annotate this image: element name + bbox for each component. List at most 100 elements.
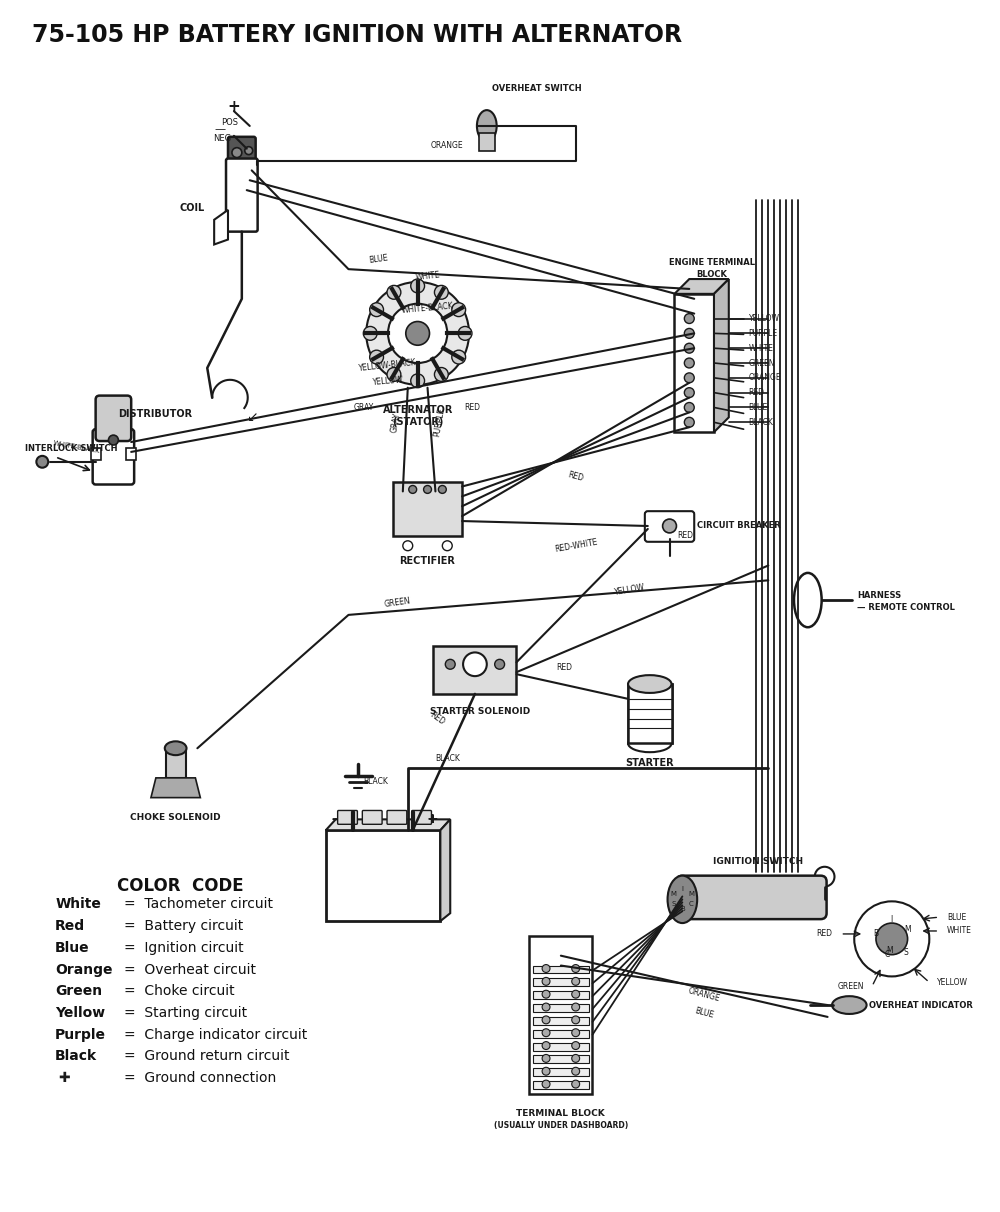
- Circle shape: [572, 965, 580, 972]
- Text: RED: RED: [567, 470, 585, 484]
- Text: Black: Black: [55, 1050, 97, 1063]
- Circle shape: [438, 486, 446, 493]
- Text: RED: RED: [428, 710, 447, 727]
- Text: GREEN: GREEN: [749, 359, 775, 367]
- Text: =  Tachometer circuit: = Tachometer circuit: [124, 897, 273, 911]
- Text: C: C: [689, 902, 693, 908]
- Circle shape: [442, 541, 452, 550]
- Circle shape: [572, 990, 580, 999]
- Text: B: B: [873, 930, 879, 938]
- Circle shape: [542, 1068, 550, 1075]
- Circle shape: [434, 285, 448, 299]
- Text: ORANGE: ORANGE: [749, 373, 781, 382]
- Text: CIRCUIT BREAKER: CIRCUIT BREAKER: [697, 521, 781, 531]
- Circle shape: [445, 659, 455, 669]
- Text: -: -: [331, 813, 336, 825]
- Text: =  Charge indicator circuit: = Charge indicator circuit: [124, 1028, 308, 1041]
- Circle shape: [542, 977, 550, 985]
- Circle shape: [572, 1029, 580, 1036]
- Circle shape: [411, 373, 425, 388]
- Text: Purple: Purple: [55, 1028, 106, 1041]
- Circle shape: [406, 321, 429, 345]
- Circle shape: [542, 965, 550, 972]
- Text: 75-105 HP BATTERY IGNITION WITH ALTERNATOR: 75-105 HP BATTERY IGNITION WITH ALTERNAT…: [32, 23, 683, 47]
- Text: IGNITION SWITCH: IGNITION SWITCH: [713, 857, 803, 867]
- Bar: [533, 1030, 589, 1037]
- Text: M: M: [671, 892, 677, 897]
- Text: I: I: [681, 886, 683, 892]
- Text: WHITE: WHITE: [415, 270, 440, 282]
- FancyBboxPatch shape: [387, 811, 407, 824]
- Bar: [533, 1056, 589, 1063]
- Bar: [529, 936, 592, 1094]
- Polygon shape: [326, 819, 450, 830]
- Circle shape: [572, 1004, 580, 1011]
- Circle shape: [542, 1004, 550, 1011]
- Circle shape: [366, 282, 469, 384]
- Text: POS: POS: [221, 119, 238, 127]
- FancyBboxPatch shape: [676, 875, 827, 919]
- Bar: [166, 748, 186, 778]
- Circle shape: [542, 1029, 550, 1036]
- Text: RED: RED: [749, 388, 765, 398]
- Text: BLUE: BLUE: [947, 913, 966, 921]
- Text: BLUE: BLUE: [694, 1006, 715, 1019]
- Text: RED: RED: [464, 402, 480, 412]
- Text: BLOCK: BLOCK: [697, 269, 727, 279]
- Ellipse shape: [794, 573, 822, 628]
- Bar: [533, 1068, 589, 1076]
- Circle shape: [572, 1041, 580, 1050]
- Text: YELLOW: YELLOW: [372, 375, 404, 387]
- Circle shape: [542, 1016, 550, 1024]
- Bar: [674, 293, 714, 433]
- Polygon shape: [674, 279, 729, 293]
- Circle shape: [684, 314, 694, 324]
- Text: =  Starting circuit: = Starting circuit: [124, 1006, 247, 1021]
- Circle shape: [434, 367, 448, 382]
- Text: White: White: [55, 897, 101, 911]
- Circle shape: [452, 350, 466, 364]
- Text: WHITE: WHITE: [749, 344, 773, 353]
- Text: GREEN: GREEN: [838, 982, 864, 990]
- Circle shape: [854, 902, 929, 977]
- Circle shape: [876, 924, 908, 955]
- Text: YELLOW: YELLOW: [749, 314, 780, 324]
- Circle shape: [815, 867, 834, 886]
- Bar: [433, 646, 516, 694]
- Text: =  Choke circuit: = Choke circuit: [124, 984, 235, 999]
- FancyBboxPatch shape: [645, 511, 694, 542]
- Circle shape: [684, 328, 694, 338]
- Circle shape: [363, 326, 377, 341]
- Text: RED: RED: [817, 930, 833, 938]
- Text: BLUE: BLUE: [368, 253, 388, 265]
- Bar: [533, 1042, 589, 1051]
- Circle shape: [245, 147, 253, 155]
- Text: RED-WHITE: RED-WHITE: [554, 538, 598, 554]
- Text: BLACK: BLACK: [363, 777, 388, 787]
- Circle shape: [388, 304, 447, 364]
- Ellipse shape: [477, 110, 497, 142]
- Ellipse shape: [832, 996, 867, 1014]
- Circle shape: [409, 486, 417, 493]
- Text: GREEN: GREEN: [384, 596, 412, 610]
- Text: M: M: [886, 947, 893, 955]
- Circle shape: [684, 402, 694, 412]
- Text: S: S: [903, 948, 908, 957]
- Ellipse shape: [668, 875, 697, 924]
- Text: INTERLOCK SWITCH: INTERLOCK SWITCH: [25, 445, 118, 453]
- Circle shape: [684, 343, 694, 353]
- Ellipse shape: [628, 675, 672, 693]
- Circle shape: [684, 373, 694, 383]
- FancyBboxPatch shape: [228, 137, 256, 162]
- Text: ALTERNATOR: ALTERNATOR: [382, 406, 453, 416]
- Circle shape: [663, 519, 676, 533]
- Text: M: M: [904, 925, 911, 933]
- Text: WHITE-BLACK: WHITE-BLACK: [401, 302, 454, 315]
- Polygon shape: [151, 778, 200, 797]
- Bar: [91, 448, 101, 459]
- Circle shape: [452, 303, 466, 316]
- Circle shape: [572, 1080, 580, 1088]
- FancyBboxPatch shape: [412, 811, 431, 824]
- Text: YELLOW: YELLOW: [614, 583, 646, 598]
- Text: Orange: Orange: [55, 962, 113, 977]
